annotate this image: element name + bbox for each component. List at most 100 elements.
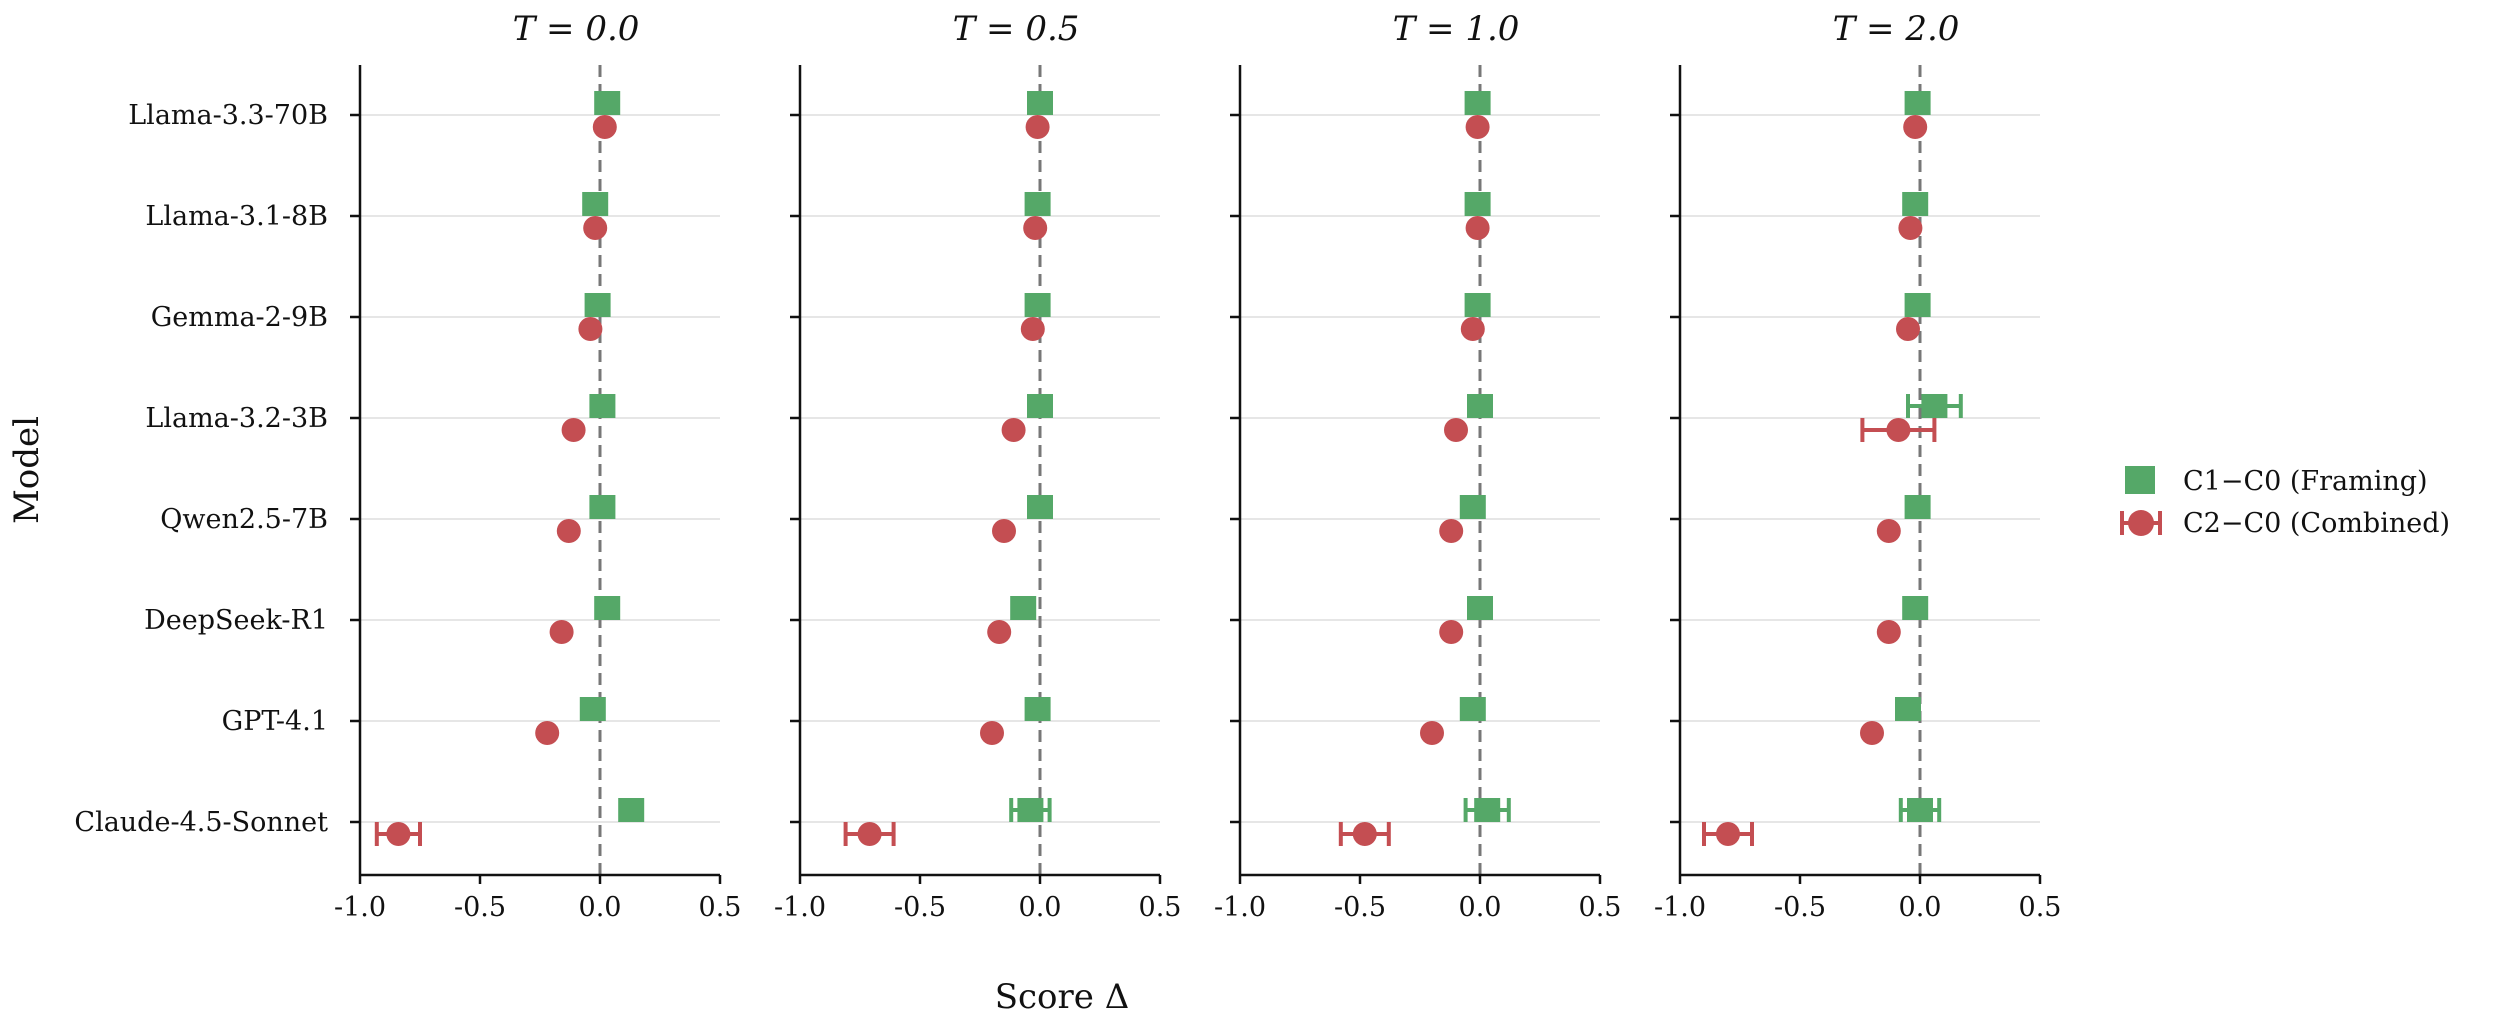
- x-tick-label: -0.5: [894, 892, 946, 923]
- framing-point: [1474, 798, 1501, 822]
- framing-point: [1467, 596, 1493, 620]
- framing-point: [1027, 91, 1053, 115]
- x-tick-label: 0.0: [579, 892, 622, 923]
- framing-point: [1024, 697, 1051, 721]
- x-tick-label: -0.5: [1774, 892, 1826, 923]
- framing-point: [1459, 495, 1486, 519]
- panel-title: T = 2.0: [1833, 9, 1960, 49]
- combined-point: [386, 822, 411, 846]
- framing-point: [582, 192, 609, 216]
- framing-point: [1010, 596, 1037, 620]
- combined-point: [980, 721, 1004, 745]
- y-axis-title: Model: [7, 416, 47, 524]
- combined-point: [1023, 216, 1048, 240]
- combined-point: [1896, 317, 1920, 341]
- combined-point: [556, 519, 581, 543]
- model-labels: Llama-3.3-70B Llama-3.1-8B Gemma-2-9B Llama…: [74, 100, 328, 838]
- combined-point: [987, 620, 1012, 644]
- x-tick-label: -1.0: [1214, 892, 1266, 923]
- combined-point: [1876, 620, 1901, 644]
- legend-framing-label: C1−C0 (Framing): [2183, 466, 2428, 497]
- combined-point: [1439, 519, 1464, 543]
- model-label: DeepSeek-R1: [144, 605, 328, 636]
- framing-point: [1921, 394, 1948, 418]
- framing-point: [1024, 192, 1051, 216]
- legend-combined-marker: [2120, 510, 2162, 536]
- framing-point: [1027, 495, 1053, 519]
- x-tick-label: -1.0: [334, 892, 386, 923]
- x-axis-title: Score Δ: [995, 977, 1130, 1017]
- framing-point: [1464, 192, 1491, 216]
- model-label: Llama-3.2-3B: [145, 403, 328, 434]
- x-tick-label: 0.5: [2019, 892, 2062, 923]
- x-tick-label: 0.0: [1019, 892, 1062, 923]
- combined-point: [583, 216, 608, 240]
- panel: -1.0 -0.5 0.0 0.5 T = 0.5: [774, 9, 1182, 923]
- combined-point: [1460, 317, 1485, 341]
- panel-title: T = 1.0: [1393, 9, 1520, 49]
- framing-point: [1904, 495, 1931, 519]
- panel: -1.0 -0.5 0.0 0.5 T = 0.0: [334, 9, 742, 923]
- x-tick-label: 0.0: [1459, 892, 1502, 923]
- framing-point: [594, 91, 621, 115]
- model-label: Gemma-2-9B: [151, 302, 328, 333]
- combined-point: [1465, 216, 1490, 240]
- framing-point: [1895, 697, 1921, 721]
- combined-point: [1352, 822, 1377, 846]
- combined-point: [578, 317, 603, 341]
- x-tick-label: -0.5: [1334, 892, 1386, 923]
- panel-title: T = 0.0: [513, 9, 640, 49]
- combined-point: [1439, 620, 1464, 644]
- panels: -1.0 -0.5 0.0 0.5 T = 0.0 -1.0 -0.5 0.0 0.5 T = 0…: [334, 9, 2062, 923]
- combined-point: [992, 519, 1016, 543]
- framing-point: [584, 293, 611, 317]
- x-tick-label: 0.0: [1899, 892, 1942, 923]
- model-label: GPT-4.1: [222, 706, 328, 737]
- combined-point: [1860, 721, 1884, 745]
- framing-point: [1904, 91, 1931, 115]
- combined-point: [1465, 115, 1490, 139]
- model-label: Llama-3.3-70B: [128, 100, 328, 131]
- framing-point: [589, 495, 616, 519]
- combined-point: [1876, 519, 1901, 543]
- panel: -1.0 -0.5 0.0 0.5 T = 1.0: [1214, 9, 1622, 923]
- x-tick-label: 0.5: [1579, 892, 1622, 923]
- combined-point: [549, 620, 574, 644]
- combined-point: [857, 822, 882, 846]
- framing-point: [1902, 596, 1929, 620]
- combined-point: [1716, 822, 1740, 846]
- framing-point: [589, 394, 616, 418]
- framing-point: [618, 798, 645, 822]
- framing-point: [1907, 798, 1933, 822]
- framing-point: [1467, 394, 1493, 418]
- legend-combined-label: C2−C0 (Combined): [2183, 508, 2450, 539]
- combined-point: [1903, 115, 1928, 139]
- combined-point: [1444, 418, 1468, 442]
- model-label: Qwen2.5-7B: [160, 504, 328, 535]
- framing-point: [1904, 293, 1931, 317]
- framing-point: [579, 697, 606, 721]
- combined-point: [1898, 216, 1923, 240]
- combined-point: [1420, 721, 1444, 745]
- combined-point: [1001, 418, 1026, 442]
- x-tick-label: 0.5: [1139, 892, 1182, 923]
- x-tick-label: -1.0: [1654, 892, 1706, 923]
- legend-framing-marker: [2125, 466, 2155, 494]
- combined-point: [592, 115, 617, 139]
- framing-point: [1464, 91, 1491, 115]
- panel: -1.0 -0.5 0.0 0.5 T = 2.0: [1654, 9, 2062, 923]
- framing-point: [594, 596, 621, 620]
- x-tick-label: -0.5: [454, 892, 506, 923]
- panel-title: T = 0.5: [953, 9, 1080, 49]
- combined-point: [1025, 115, 1050, 139]
- x-tick-label: 0.5: [699, 892, 742, 923]
- combined-point: [1886, 418, 1911, 442]
- model-label: Claude-4.5-Sonnet: [74, 807, 328, 838]
- framing-point: [1027, 394, 1053, 418]
- framing-point: [1459, 697, 1486, 721]
- framing-point: [1024, 293, 1051, 317]
- framing-point: [1017, 798, 1044, 822]
- framing-point: [1902, 192, 1929, 216]
- framing-point: [1464, 293, 1491, 317]
